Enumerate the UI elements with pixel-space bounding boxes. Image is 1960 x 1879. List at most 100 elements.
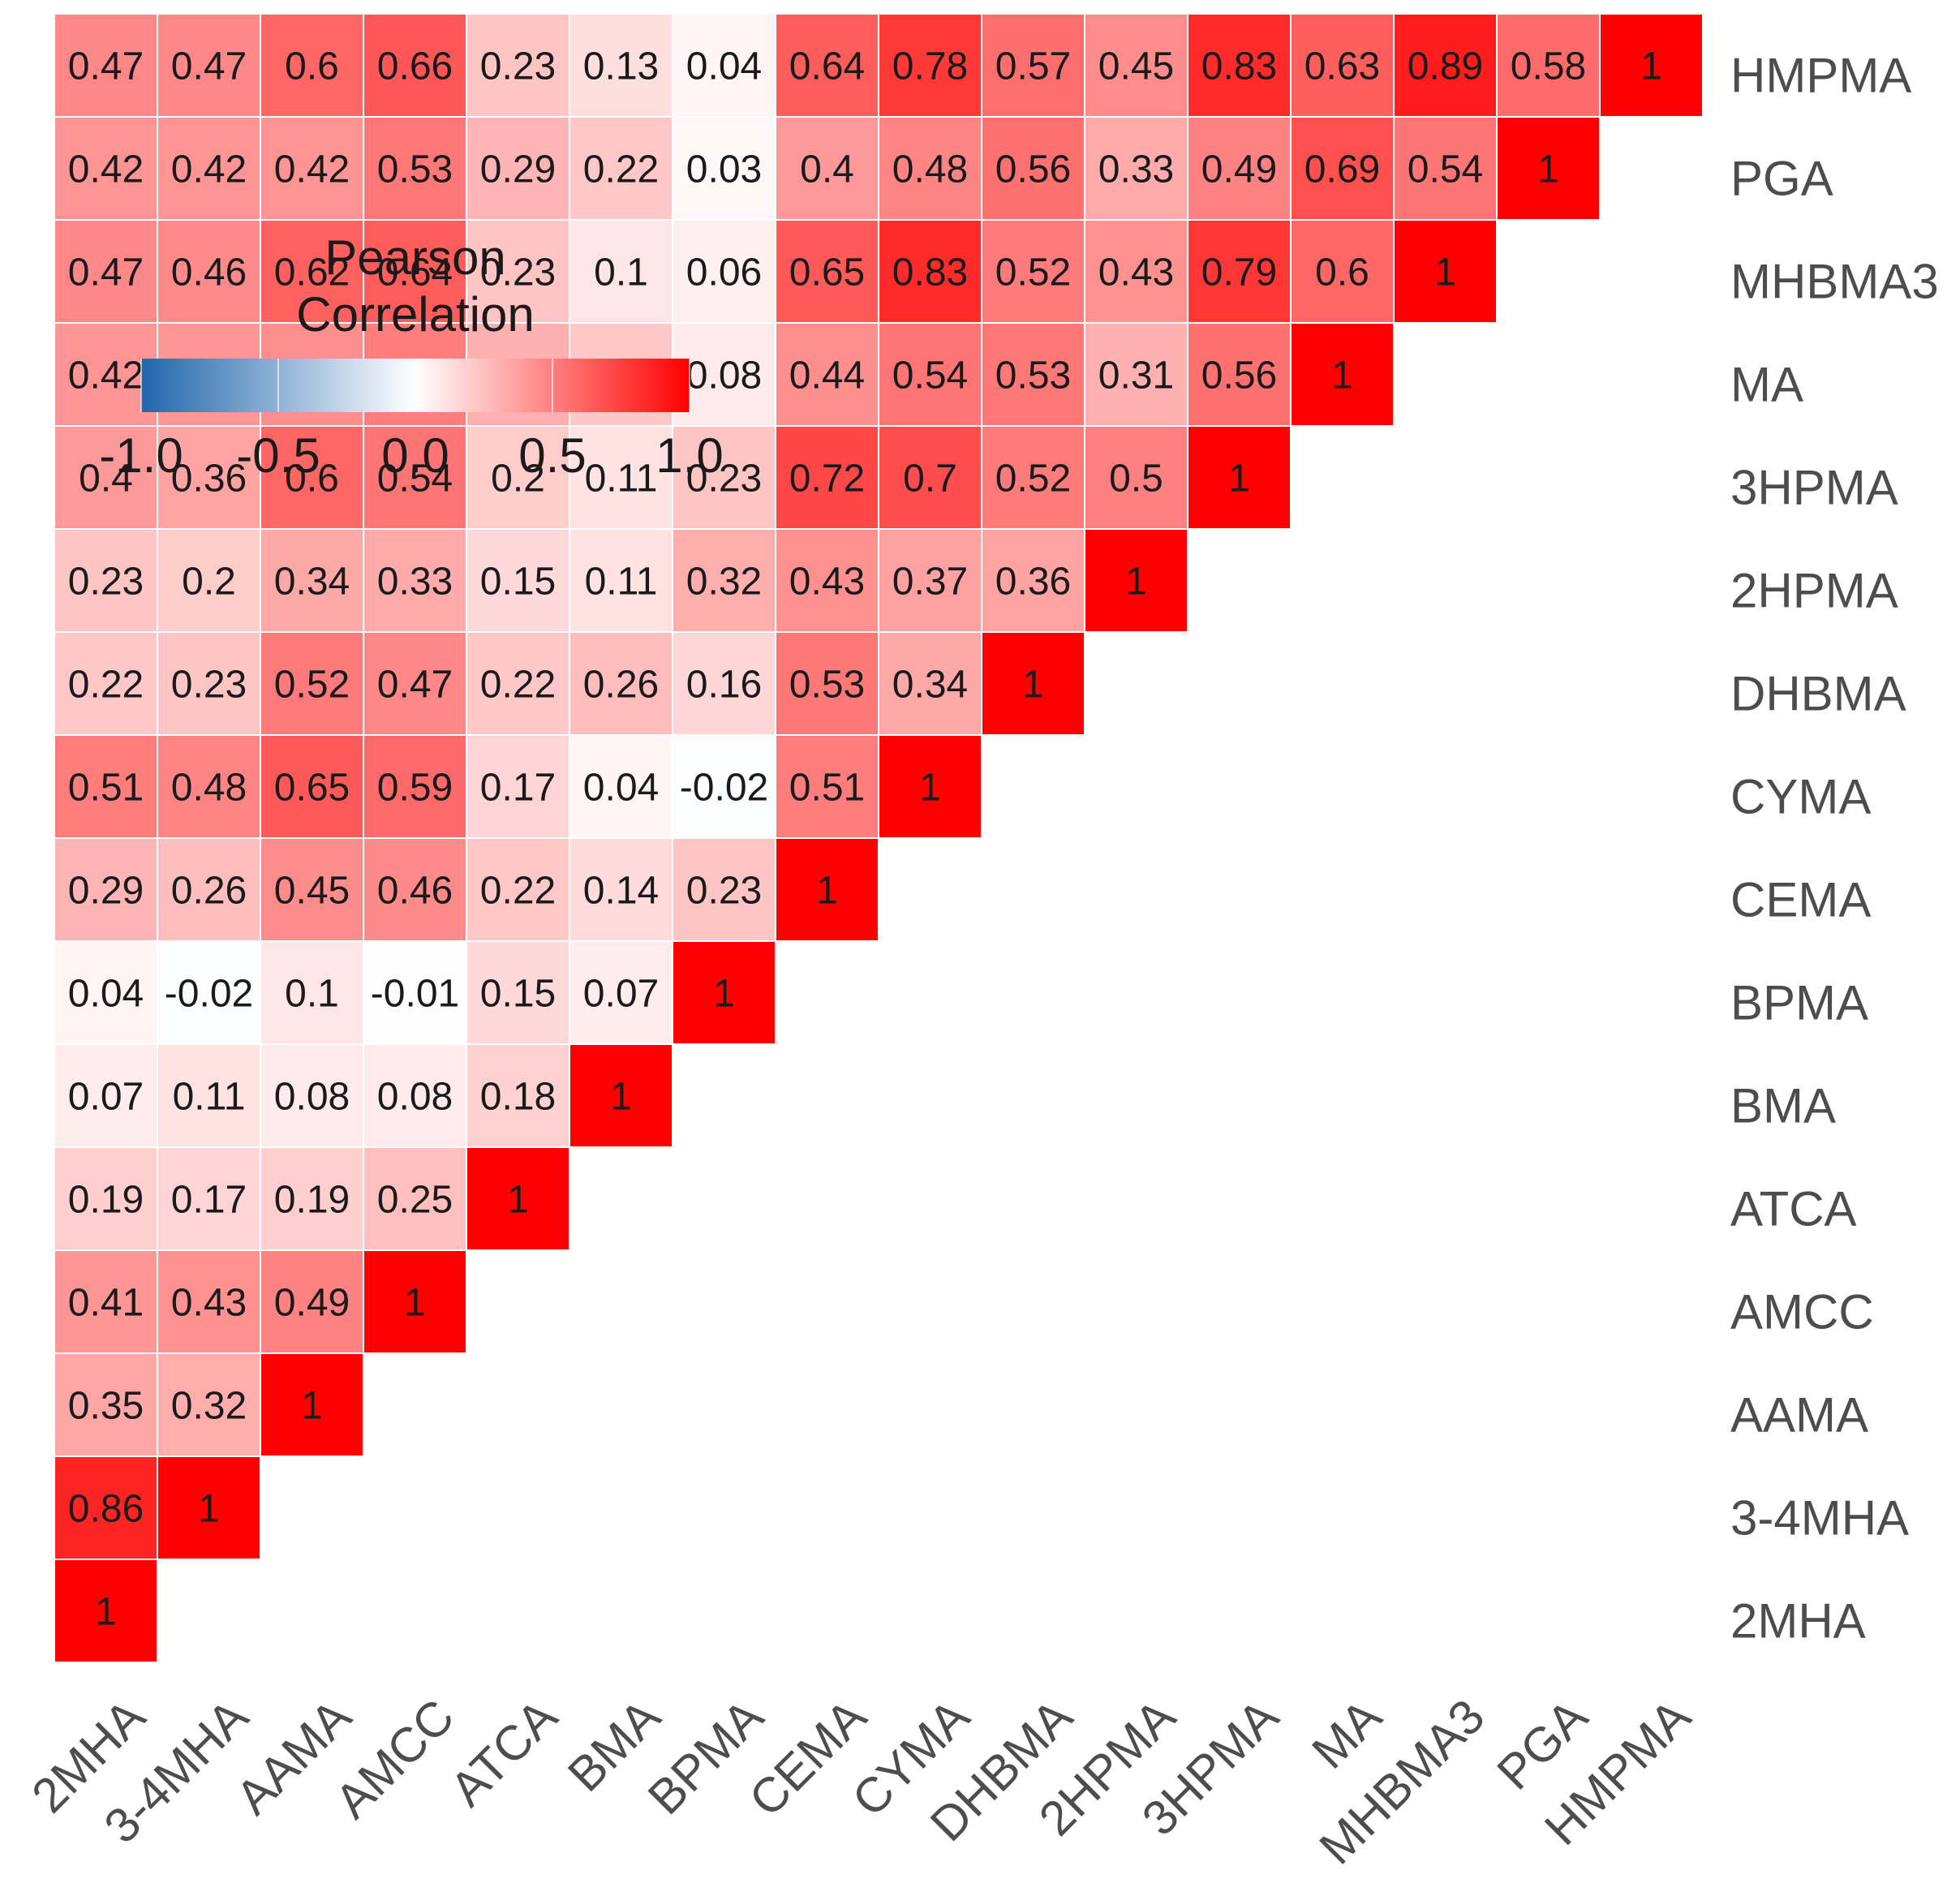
heatmap-cell (569, 13, 673, 118)
heatmap-cell (260, 1249, 364, 1354)
cell-value-label: 0.65 (274, 767, 350, 810)
legend-tick-label: 0.5 (518, 428, 586, 483)
cell-value-label: 0.43 (789, 561, 865, 604)
cell-value-label: 0.64 (789, 45, 865, 88)
cell-value-label: 1 (1331, 355, 1353, 398)
cell-value-label: 0.36 (995, 561, 1071, 604)
cell-value-label: 1 (1640, 45, 1662, 88)
heatmap-cell (260, 1043, 364, 1148)
cell-value-label: 0.1 (594, 252, 648, 295)
cell-value-label: 0.42 (274, 148, 350, 191)
y-tick-label: 3HPMA (1730, 461, 1898, 515)
heatmap-cell (775, 13, 879, 118)
cell-value-label: 0.19 (68, 1179, 144, 1222)
heatmap-cell (1084, 13, 1188, 118)
y-tick-label: PGA (1730, 152, 1833, 206)
cell-value-label: 1 (404, 1282, 426, 1325)
heatmap-cell (1393, 219, 1498, 324)
cell-value-label: 0.4 (800, 148, 854, 191)
heatmap-cell (775, 425, 879, 530)
heatmap-cell (466, 734, 570, 839)
cell-value-label: 0.15 (480, 973, 556, 1016)
heatmap-cell (569, 528, 673, 633)
cell-value-label: 0.62 (274, 252, 350, 295)
cell-value-label: 0.14 (583, 870, 659, 913)
heatmap-cell (775, 631, 879, 736)
cell-value-label: 0.47 (68, 45, 144, 88)
heatmap-cell (1084, 528, 1188, 633)
cell-value-label: 0.66 (377, 45, 453, 88)
heatmap-cell (54, 1249, 158, 1354)
cell-value-label: 0.45 (274, 870, 350, 913)
heatmap-cell (157, 940, 261, 1045)
cell-value-label: 0.51 (789, 767, 865, 810)
y-tick-label: ATCA (1730, 1182, 1857, 1236)
heatmap-cell (672, 13, 776, 118)
heatmap-cell (1084, 322, 1188, 427)
heatmap-cell (775, 116, 879, 221)
heatmap-cell (1084, 425, 1188, 530)
cell-value-label: 0.08 (274, 1076, 350, 1119)
heatmap-cell (1290, 13, 1395, 118)
cell-value-label: 0.33 (1098, 148, 1174, 191)
heatmap-cell (54, 1352, 158, 1457)
legend-ticks: -1.0 -0.5 0.0 0.5 1.0 (99, 359, 724, 483)
heatmap-cell (466, 13, 570, 118)
legend-tick-label: 0.0 (381, 428, 449, 483)
y-tick-label: AAMA (1730, 1388, 1868, 1443)
heatmap-cell (157, 528, 261, 633)
cell-value-label: 0.52 (995, 252, 1071, 295)
cell-value-label: 0.53 (995, 355, 1071, 398)
cell-value-label: 0.46 (377, 870, 453, 913)
heatmap-cell (1084, 219, 1188, 324)
heatmap-cell (54, 1559, 158, 1663)
legend-tick-label: -1.0 (99, 428, 183, 483)
cell-value-label: 0.63 (1305, 45, 1380, 88)
cell-value-label: 0.48 (171, 767, 247, 810)
y-tick-label: BMA (1730, 1079, 1836, 1133)
cell-value-label: -0.02 (680, 767, 768, 810)
cell-value-label: 1 (1125, 561, 1147, 604)
cell-value-label: 0.42 (171, 148, 247, 191)
cell-value-label: 0.17 (171, 1179, 247, 1222)
legend-title-line-1: Pearson (325, 230, 505, 285)
cell-value-label: 0.04 (583, 767, 659, 810)
cell-value-label: 0.53 (789, 664, 865, 707)
heatmap-cell (878, 13, 982, 118)
cell-value-label: 0.26 (583, 664, 659, 707)
heatmap-cell (672, 116, 776, 221)
cell-value-label: 0.13 (583, 45, 659, 88)
heatmap-cell (569, 734, 673, 839)
heatmap-cell (1496, 13, 1601, 118)
legend-tick-label: 1.0 (655, 428, 723, 483)
heatmap-cell (672, 219, 776, 324)
y-tick-label: 2MHA (1730, 1594, 1866, 1649)
cell-value-label: 1 (1228, 458, 1250, 501)
cell-value-label: 0.2 (182, 561, 236, 604)
cell-value-label: 0.35 (68, 1385, 144, 1428)
cell-value-label: 0.6 (285, 45, 339, 88)
heatmap-cell (466, 631, 570, 736)
cell-value-label: 0.34 (892, 664, 968, 707)
heatmap-cell (878, 116, 982, 221)
legend-title-line-2: Correlation (296, 287, 534, 342)
cell-value-label: 0.22 (480, 664, 556, 707)
cell-value-label: 0.36 (171, 458, 247, 501)
cell-value-label: 0.57 (995, 45, 1071, 88)
cell-value-label: 0.23 (171, 664, 247, 707)
cell-value-label: 0.52 (995, 458, 1071, 501)
cell-value-label: 0.53 (377, 148, 453, 191)
heatmap-cell (1393, 116, 1498, 221)
heatmap-cell (466, 1043, 570, 1148)
cell-value-label: 1 (919, 767, 941, 810)
heatmap-cell (260, 1352, 364, 1457)
cell-value-label: 0.19 (274, 1179, 350, 1222)
cell-value-label: 0.25 (377, 1179, 453, 1222)
cell-value-label: 0.59 (377, 767, 453, 810)
cell-value-label: 0.69 (1305, 148, 1380, 191)
cell-value-label: -0.01 (371, 973, 459, 1016)
heatmap-cell (569, 425, 673, 530)
cell-value-label: 0.23 (480, 252, 556, 295)
heatmap-cell (157, 631, 261, 736)
heatmap-cell (466, 116, 570, 221)
